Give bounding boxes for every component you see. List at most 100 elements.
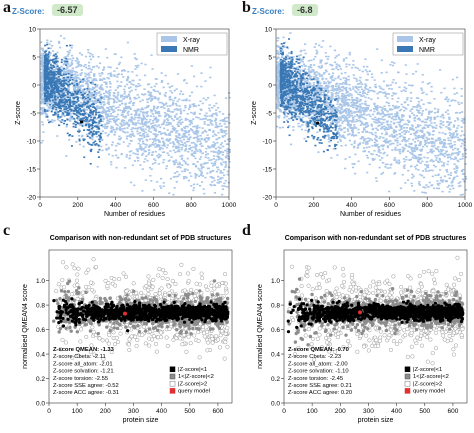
xray-point [87,68,90,70]
xray-point [55,79,58,81]
xray-point [310,95,313,98]
xray-point [203,123,206,125]
xray-point [136,150,139,153]
xray-point [316,88,319,90]
xray-point [173,163,176,166]
xray-point [133,135,136,137]
nmr-point [100,115,103,117]
xray-point [40,101,43,103]
xray-point [141,93,144,96]
xray-point [169,138,172,140]
xray-point [100,88,103,91]
xray-point [123,119,126,122]
xray-point [165,165,169,167]
xray-point [371,133,374,136]
xray-point [83,79,86,82]
xray-point [105,96,108,98]
nmr-point [51,67,54,70]
xray-point [208,107,211,110]
xray-point [142,147,146,150]
xray-point [222,120,225,122]
xray-point [383,127,386,130]
xray-point [162,127,166,130]
xray-point [166,105,169,107]
xray-point [352,64,355,66]
xray-point [307,86,310,89]
xray-point [307,96,310,99]
xray-point [281,126,284,129]
xray-point [412,73,415,75]
xray-point [225,120,228,123]
nmr-point [65,108,68,110]
xray-point [182,144,185,147]
xray-point [154,159,157,162]
nmr-point [64,94,67,96]
xray-point [353,145,356,148]
nmr-point [47,97,50,100]
xray-point [119,126,122,128]
xray-point [115,101,118,103]
xray-point [368,70,372,72]
xray-point [350,94,353,96]
nmr-point [50,85,53,88]
xray-point [199,100,202,103]
xray-point [104,127,107,130]
xray-point [59,35,62,37]
nmr-point [44,100,47,103]
xray-point [390,88,393,90]
xray-point [180,118,183,121]
xray-point [221,113,225,115]
xray-point [58,120,61,122]
xray-point [176,73,180,75]
xray-point [414,132,417,134]
xray-point [327,138,330,141]
xray-point [173,115,177,117]
xray-point [361,107,364,110]
xray-point [101,105,104,108]
xray-point [115,154,118,157]
xray-point [153,85,156,88]
xray-point [68,49,72,52]
xray-point [149,95,152,98]
xray-point [90,93,93,95]
nmr-point [59,68,62,71]
xray-point [115,67,119,70]
xray-point [226,170,229,173]
nmr-point [57,86,60,88]
xray-point [121,130,125,133]
xray-point [409,151,412,154]
xray-point [398,109,401,112]
xray-point [317,151,320,153]
xray-point [68,70,71,72]
nmr-point [85,123,88,126]
xray-point [41,48,44,51]
xray-point [78,128,81,131]
nmr-point [46,62,49,65]
xray-point [88,131,91,133]
xray-point [339,140,342,142]
xray-point [195,125,198,128]
xray-point [107,115,110,117]
xray-point [344,167,347,170]
xray-point [61,109,64,112]
xray-point [381,157,384,159]
xray-point [111,126,114,129]
xray-point [225,126,228,128]
xray-point [156,111,159,113]
xray-point [304,65,307,67]
xray-point [310,87,313,90]
xray-point [68,78,72,80]
xray-point [49,47,52,50]
xray-point [420,87,423,90]
xray-point [63,108,66,111]
xray-point [101,138,104,141]
xray-point [135,74,138,77]
xray-point [201,102,204,105]
xray-point [115,115,118,118]
nmr-point [69,103,72,105]
nmr-point [44,53,47,55]
xray-point [178,105,181,107]
xray-point [99,86,103,89]
xray-point [166,119,170,122]
xray-point [217,131,220,134]
